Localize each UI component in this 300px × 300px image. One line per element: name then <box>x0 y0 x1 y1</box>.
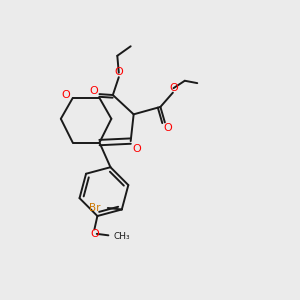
Text: O: O <box>169 82 178 93</box>
Text: CH₃: CH₃ <box>114 232 130 241</box>
Text: O: O <box>115 67 124 77</box>
Text: O: O <box>164 123 172 133</box>
Text: Br: Br <box>89 203 101 213</box>
Text: O: O <box>90 86 98 96</box>
Text: O: O <box>133 143 142 154</box>
Text: O: O <box>61 90 70 100</box>
Text: O: O <box>91 229 99 239</box>
